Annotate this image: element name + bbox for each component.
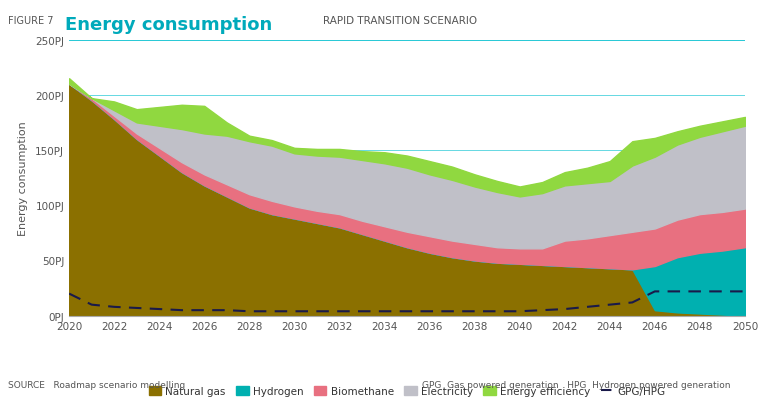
Text: SOURCE   Roadmap scenario modelling: SOURCE Roadmap scenario modelling xyxy=(8,380,185,389)
Legend: Natural gas, Hydrogen, Biomethane, Electricity, Energy efficiency, GPG/HPG: Natural gas, Hydrogen, Biomethane, Elect… xyxy=(144,382,670,400)
Text: FIGURE 7: FIGURE 7 xyxy=(8,16,53,26)
Text: RAPID TRANSITION SCENARIO: RAPID TRANSITION SCENARIO xyxy=(323,16,477,26)
Text: GPG  Gas powered generation   HPG  Hydrogen powered generation: GPG Gas powered generation HPG Hydrogen … xyxy=(422,380,731,389)
Y-axis label: Energy consumption: Energy consumption xyxy=(18,121,28,235)
Text: Energy consumption: Energy consumption xyxy=(65,16,273,34)
